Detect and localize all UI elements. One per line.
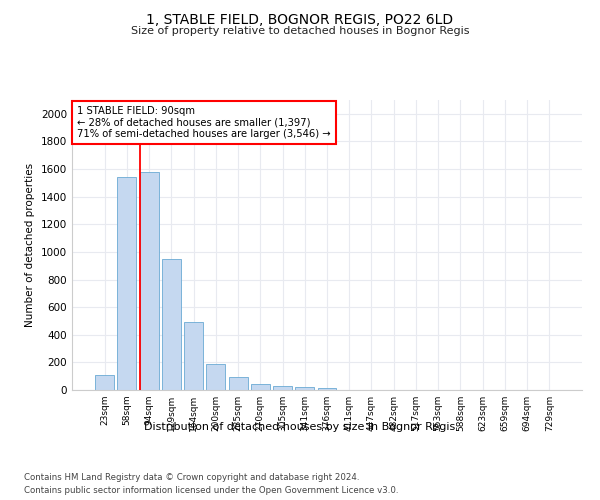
Text: Distribution of detached houses by size in Bognor Regis: Distribution of detached houses by size …: [145, 422, 455, 432]
Bar: [251, 384, 270, 390]
Bar: [206, 364, 225, 390]
Bar: [184, 322, 203, 390]
Bar: [140, 172, 158, 390]
Bar: [273, 386, 292, 390]
Text: Contains public sector information licensed under the Open Government Licence v3: Contains public sector information licen…: [24, 486, 398, 495]
Y-axis label: Number of detached properties: Number of detached properties: [25, 163, 35, 327]
Text: Size of property relative to detached houses in Bognor Regis: Size of property relative to detached ho…: [131, 26, 469, 36]
Bar: [295, 387, 314, 390]
Text: Contains HM Land Registry data © Crown copyright and database right 2024.: Contains HM Land Registry data © Crown c…: [24, 472, 359, 482]
Text: 1, STABLE FIELD, BOGNOR REGIS, PO22 6LD: 1, STABLE FIELD, BOGNOR REGIS, PO22 6LD: [146, 12, 454, 26]
Bar: [317, 388, 337, 390]
Bar: [118, 178, 136, 390]
Text: 1 STABLE FIELD: 90sqm
← 28% of detached houses are smaller (1,397)
71% of semi-d: 1 STABLE FIELD: 90sqm ← 28% of detached …: [77, 106, 331, 139]
Bar: [95, 375, 114, 390]
Bar: [229, 377, 248, 390]
Bar: [162, 259, 181, 390]
